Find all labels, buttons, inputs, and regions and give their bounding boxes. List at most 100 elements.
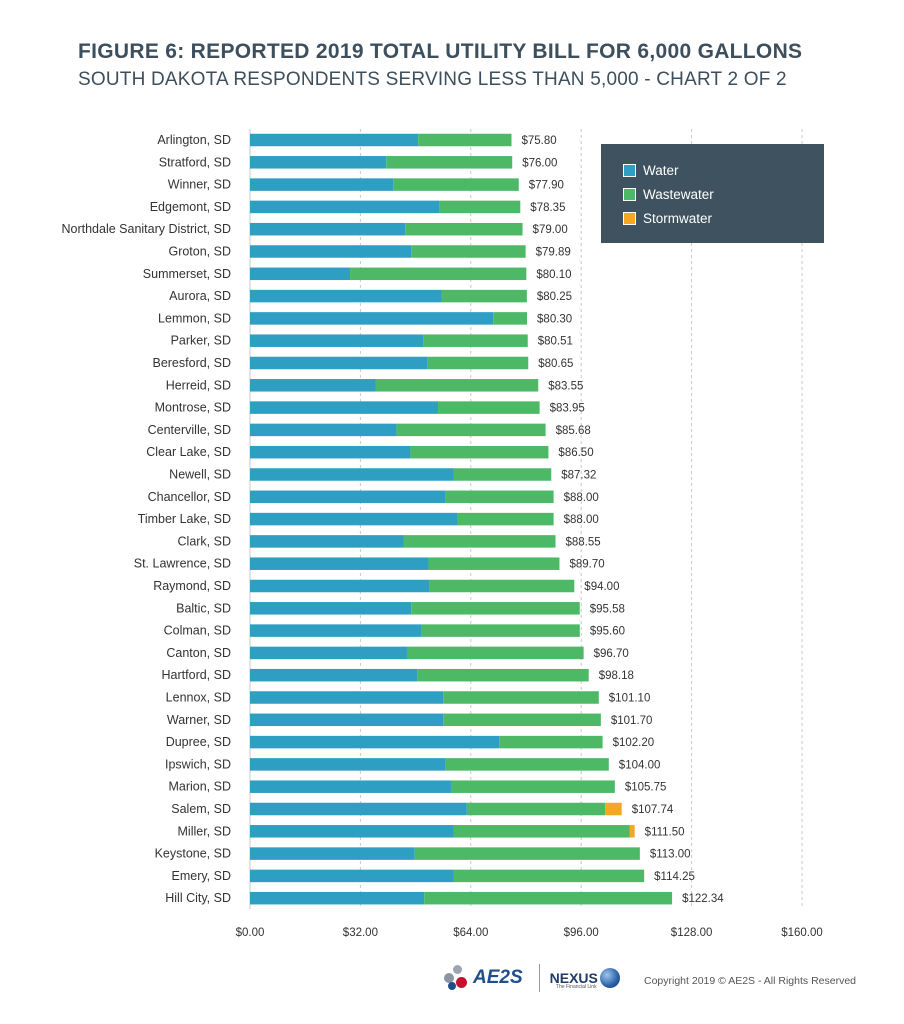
total-value-label: $88.55 — [565, 536, 600, 548]
bar-water — [250, 222, 406, 236]
logo-divider — [538, 964, 540, 992]
category-label: Aurora, SD — [169, 289, 231, 303]
total-value-label: $95.60 — [590, 626, 625, 638]
bar-wastewater — [453, 869, 645, 883]
category-label: Dupree, SD — [166, 735, 231, 749]
total-value-label: $77.90 — [529, 180, 564, 192]
ae2s-wordmark: AE2S — [473, 967, 523, 988]
nexus-tagline: The Financial Link — [556, 984, 597, 990]
total-value-label: $83.95 — [550, 403, 585, 415]
bar-water — [250, 780, 451, 793]
x-tick-label: $128.00 — [671, 927, 713, 939]
bar-water — [250, 624, 422, 637]
category-label: Miller, SD — [178, 824, 231, 838]
category-label: Baltic, SD — [176, 601, 231, 615]
chart-subtitle: SOUTH DAKOTA RESPONDENTS SERVING LESS TH… — [78, 69, 787, 90]
category-label: Stratford, SD — [159, 155, 231, 169]
nexus-wordmark: NEXUS — [549, 970, 598, 986]
footer-logos: AE2S NEXUS — [444, 964, 620, 992]
bar-wastewater — [443, 691, 599, 704]
legend-label-stormwater: Stormwater — [643, 210, 713, 226]
bar-wastewater — [375, 379, 539, 392]
bar-water — [250, 445, 411, 459]
total-value-label: $79.00 — [533, 224, 568, 236]
bar-wastewater — [493, 312, 528, 325]
total-value-label: $107.74 — [632, 804, 674, 816]
category-label: Keystone, SD — [155, 847, 231, 861]
bar-wastewater — [429, 579, 575, 593]
category-label: Colman, SD — [164, 624, 231, 638]
total-value-label: $98.18 — [599, 670, 634, 682]
category-label: Centerville, SD — [148, 423, 231, 437]
bar-water — [250, 245, 412, 258]
globe-icon — [599, 968, 620, 988]
category-label: Winner, SD — [168, 178, 231, 192]
bar-water — [250, 356, 428, 370]
category-label: Parker, SD — [171, 334, 231, 348]
bar-stormwater — [605, 802, 622, 816]
total-value-label: $102.20 — [613, 737, 655, 749]
bar-wastewater — [410, 445, 549, 459]
category-label: Lennox, SD — [166, 691, 231, 705]
legend-swatch-water — [623, 163, 636, 177]
total-value-label: $95.58 — [590, 603, 625, 615]
total-value-label: $80.65 — [538, 358, 573, 370]
total-value-label: $88.00 — [564, 514, 599, 526]
bar-wastewater — [421, 624, 580, 637]
bar-water — [250, 401, 439, 414]
bar-wastewater — [403, 535, 556, 548]
bar-wastewater — [499, 735, 603, 749]
bar-water — [250, 512, 457, 526]
category-label: Canton, SD — [166, 646, 231, 660]
total-value-label: $89.70 — [569, 559, 604, 571]
bar-water — [250, 267, 351, 281]
bar-wastewater — [414, 847, 640, 860]
total-value-label: $87.32 — [561, 470, 596, 482]
bar-wastewater — [396, 423, 546, 437]
total-value-label: $75.80 — [522, 135, 557, 147]
ae2s-logo: AE2S — [444, 965, 523, 991]
bar-wastewater — [417, 668, 589, 682]
category-label: Arlington, SD — [157, 133, 231, 147]
bar-water — [250, 289, 442, 303]
total-value-label: $122.34 — [682, 893, 724, 905]
total-value-label: $80.30 — [537, 313, 572, 325]
total-value-label: $96.70 — [594, 648, 629, 660]
bar-wastewater — [350, 267, 527, 281]
bar-wastewater — [439, 200, 521, 214]
category-label: Hill City, SD — [165, 891, 231, 905]
category-label: Summerset, SD — [143, 267, 231, 281]
bar-water — [250, 735, 500, 749]
category-label: Chancellor, SD — [148, 490, 231, 504]
x-tick-label: $96.00 — [564, 927, 599, 939]
category-label: Northdale Sanitary District, SD — [61, 222, 231, 236]
total-value-label: $94.00 — [584, 581, 619, 593]
bar-water — [250, 802, 467, 816]
bar-wastewater — [453, 468, 552, 481]
chart-title: FIGURE 6: REPORTED 2019 TOTAL UTILITY BI… — [78, 40, 803, 63]
category-label: St. Lawrence, SD — [134, 557, 231, 571]
category-label: Beresford, SD — [152, 356, 231, 370]
legend-item-stormwater: Stormwater — [623, 210, 712, 226]
legend-label-wastewater: Wastewater — [643, 186, 714, 202]
bar-water — [250, 646, 407, 660]
total-value-label: $104.00 — [619, 759, 661, 771]
category-label: Lemmon, SD — [158, 311, 231, 325]
total-value-label: $114.25 — [654, 871, 695, 883]
total-value-label: $85.68 — [556, 425, 591, 437]
x-tick-label: $64.00 — [453, 927, 488, 939]
total-value-label: $101.70 — [611, 715, 653, 727]
category-label: Raymond, SD — [153, 579, 231, 593]
category-label: Ipswich, SD — [165, 757, 231, 771]
total-value-label: $86.50 — [558, 447, 593, 459]
bar-water — [250, 312, 494, 325]
category-label: Marion, SD — [168, 780, 231, 794]
category-label: Montrose, SD — [155, 401, 231, 415]
total-value-label: $83.55 — [548, 380, 583, 392]
bar-wastewater — [441, 289, 527, 303]
x-tick-label: $160.00 — [781, 927, 823, 939]
nexus-logo: NEXUS — [550, 968, 620, 988]
legend-label-water: Water — [643, 162, 679, 178]
total-value-label: $78.35 — [530, 202, 565, 214]
